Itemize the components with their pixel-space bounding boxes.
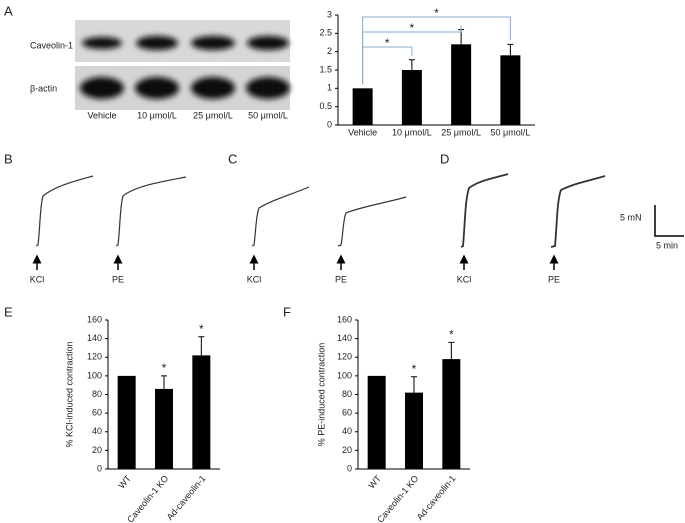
x-tick-label: WT bbox=[116, 473, 133, 491]
y-axis-label: % KCl-induced contraction bbox=[64, 341, 74, 447]
y-tick-label: 0 bbox=[97, 463, 102, 473]
significance-label: * bbox=[412, 362, 417, 376]
y-tick-label: 60 bbox=[342, 408, 352, 418]
y-tick-label: 2 bbox=[327, 46, 332, 56]
y-tick-label: 100 bbox=[87, 370, 102, 380]
error-bar bbox=[198, 336, 205, 356]
significance-label: * bbox=[434, 6, 439, 20]
y-tick-label: 0 bbox=[327, 119, 332, 129]
bar bbox=[401, 70, 422, 125]
x-tick-label: 50 μmol/L bbox=[491, 127, 531, 137]
y-tick-label: 3 bbox=[327, 9, 332, 19]
bar bbox=[500, 55, 521, 126]
stimulus-label: PE bbox=[548, 274, 560, 284]
error-bar bbox=[161, 375, 167, 389]
x-tick-label: WT bbox=[366, 473, 383, 491]
y-tick-label: 0 bbox=[347, 463, 352, 473]
y-tick-label: 20 bbox=[342, 445, 352, 455]
panel-label: E bbox=[4, 304, 13, 319]
x-tick-label: Ad-caveolin-1 bbox=[165, 473, 208, 522]
significance-bracket bbox=[362, 16, 511, 85]
stimulus-label: PE bbox=[112, 274, 124, 284]
significance-label: * bbox=[199, 322, 204, 336]
bar bbox=[117, 375, 136, 469]
bar bbox=[352, 88, 373, 125]
y-tick-label: 1.5 bbox=[319, 64, 332, 74]
blot-lane-label: 25 μmol/L bbox=[193, 110, 233, 120]
y-tick-label: 80 bbox=[342, 389, 352, 399]
western-blot bbox=[75, 20, 290, 110]
blot-lane-label: 10 μmol/L bbox=[137, 110, 177, 120]
x-tick-label: 25 μmol/L bbox=[441, 127, 481, 137]
error-bar bbox=[448, 341, 455, 360]
significance-label: * bbox=[385, 36, 390, 50]
significance-label: * bbox=[162, 361, 167, 375]
y-tick-label: 140 bbox=[337, 333, 352, 343]
blot-row-label: β-actin bbox=[30, 83, 57, 93]
panel-label: F bbox=[283, 304, 291, 319]
stimulus-label: PE bbox=[335, 274, 347, 284]
x-tick-label: Vehicle bbox=[348, 127, 377, 137]
bar bbox=[405, 392, 423, 469]
stimulus-label: KCl bbox=[457, 274, 472, 284]
y-tick-label: 140 bbox=[87, 333, 102, 343]
y-tick-label: 120 bbox=[337, 352, 352, 362]
panel-label: A bbox=[4, 3, 13, 18]
error-bar bbox=[507, 43, 514, 56]
blot-lane-label: 50 μmol/L bbox=[248, 110, 288, 120]
x-tick-label: Ad-caveolin-1 bbox=[415, 473, 458, 522]
y-tick-label: 40 bbox=[342, 426, 352, 436]
error-bar bbox=[408, 59, 415, 70]
blot-row-label: Caveolin-1 bbox=[30, 40, 73, 50]
panel-label: D bbox=[440, 151, 449, 166]
panel-label: C bbox=[228, 151, 237, 166]
bar bbox=[442, 359, 461, 469]
y-tick-label: 120 bbox=[87, 352, 102, 362]
y-tick-label: 20 bbox=[92, 445, 102, 455]
x-tick-label: 10 μmol/L bbox=[392, 127, 432, 137]
panel-label: B bbox=[4, 151, 13, 166]
y-axis-label: % PE-induced contraction bbox=[316, 343, 326, 447]
error-bar bbox=[411, 376, 417, 393]
bar bbox=[155, 388, 173, 469]
bar bbox=[451, 44, 472, 126]
y-tick-label: 160 bbox=[337, 314, 352, 324]
scale-bar bbox=[654, 205, 684, 237]
y-tick-label: 100 bbox=[337, 370, 352, 380]
contraction-traces bbox=[35, 173, 606, 248]
y-tick-label: 2.5 bbox=[319, 28, 332, 38]
y-tick-label: 0.5 bbox=[319, 101, 332, 111]
y-tick-label: 40 bbox=[92, 426, 102, 436]
y-tick-label: 160 bbox=[87, 314, 102, 324]
y-tick-label: 60 bbox=[92, 408, 102, 418]
stimulus-label: KCl bbox=[247, 274, 262, 284]
bar bbox=[192, 355, 211, 469]
y-tick-label: 1 bbox=[327, 83, 332, 93]
stimulus-label: KCl bbox=[30, 274, 45, 284]
bar bbox=[367, 375, 386, 469]
significance-label: * bbox=[410, 21, 415, 35]
significance-label: * bbox=[449, 328, 454, 342]
y-tick-label: 80 bbox=[92, 389, 102, 399]
blot-lane-label: Vehicle bbox=[87, 110, 116, 120]
scale-label: 5 mN bbox=[620, 212, 642, 222]
scale-label: 5 min bbox=[656, 240, 678, 250]
stimulus-arrows bbox=[32, 254, 559, 270]
